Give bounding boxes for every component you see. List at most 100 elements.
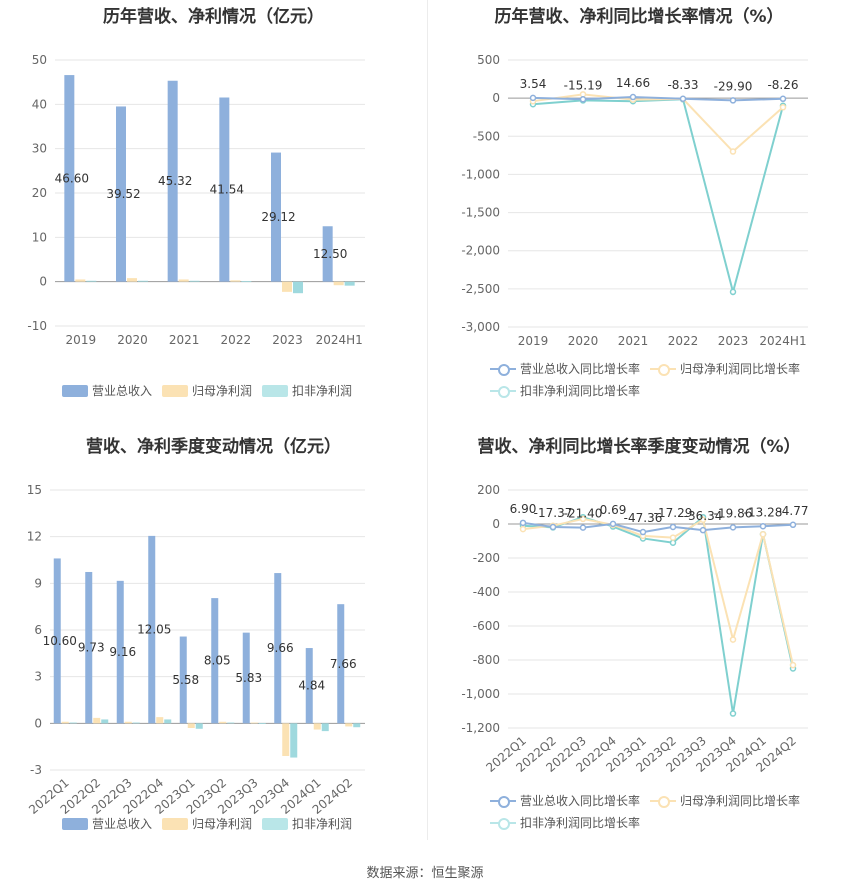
data-label: -21.40 [564,507,603,521]
quarterly-growth-rate-panel: 营收、净利同比增长率季度变动情况（%） 200 0 -200 -400 -600 -800… [428,430,850,840]
y-tick-label: 500 [477,53,500,67]
bar [227,722,235,724]
bar [230,280,241,282]
data-point [729,148,737,155]
data-label: 7.66 [330,657,357,671]
bar [219,721,227,724]
bar [333,281,344,286]
data-point [579,515,587,523]
legend-item-deducted-net-profit-growth[interactable]: 扣非净利润同比增长率 [490,382,640,399]
data-point [629,93,637,101]
data-label: -47.36 [624,511,663,525]
bar [271,152,281,282]
legend-item-net-profit[interactable]: 归母净利润 [162,815,252,832]
y-tick-label: -10 [27,319,47,333]
bar [321,723,329,732]
y-tick-label: -3,000 [461,320,500,334]
bar [344,281,355,286]
legend-swatch [262,818,288,830]
y-tick-label: 6 [34,623,42,637]
series-line [522,515,794,714]
data-label: -8.33 [667,78,698,92]
data-label: 9.16 [109,645,136,659]
data-point [779,104,787,111]
bar [116,106,126,282]
data-label: 9.73 [78,641,105,655]
y-tick-label: 9 [34,576,42,590]
data-label: 12.05 [137,623,171,637]
data-label: -29.90 [714,79,753,93]
legend: 营业总收入同比增长率 归母净利润同比增长率 扣非净利润同比增长率 [428,792,850,836]
legend-item-revenue[interactable]: 营业总收入 [62,815,152,832]
legend-label: 归母净利润 [192,817,253,831]
bar [75,279,86,282]
data-point [579,524,587,531]
bar [187,723,195,728]
bar [101,719,109,724]
bar [132,722,140,724]
legend-item-net-profit-growth[interactable]: 归母净利润同比增长率 [650,792,800,809]
bar [282,281,292,292]
data-label: 9.66 [267,641,294,655]
y-tick-label: 20 [32,186,47,200]
bar [138,280,148,282]
bar [195,723,203,729]
bar [274,573,282,724]
series-line [522,517,794,666]
x-tick-label: 2021 [169,333,200,347]
bar [313,723,321,730]
legend-swatch [490,363,516,376]
bar [305,648,313,724]
bar [61,721,69,724]
annual-line-chart: 500 0 -500 -1,000 -1,500 -2,000 -2,500 -3,000 20… [461,53,808,348]
data-point [609,520,617,528]
legend-item-revenue[interactable]: 营业总收入 [62,382,152,399]
legend-item-deducted-net-profit[interactable]: 扣非净利润 [262,382,352,399]
data-label: -19.86 [714,506,753,520]
data-point [529,94,537,102]
legend-item-deducted-net-profit-growth[interactable]: 扣非净利润同比增长率 [490,814,640,831]
legend-item-net-profit-growth[interactable]: 归母净利润同比增长率 [650,360,800,377]
data-point [729,636,737,643]
legend-swatch [162,385,188,397]
y-tick-label: 15 [27,483,42,497]
chart-title: 历年营收、净利情况（亿元） [103,7,324,27]
data-label: -13.28 [744,505,783,519]
y-tick-label: 0 [39,275,47,289]
x-tick-label: 2023 [718,334,749,348]
legend-item-revenue-growth[interactable]: 营业总收入同比增长率 [490,360,640,377]
data-label: 41.54 [210,183,244,197]
legend-swatch [650,795,676,808]
series-line [522,521,794,534]
annual-bar-chart: 50 40 30 20 10 0 -10 2019 46.60 2020 39.52 2021 45.3… [27,53,365,347]
series-line [532,98,784,296]
legend-label: 归母净利润同比增长率 [680,794,801,808]
data-label: -17.29 [654,506,693,520]
y-tick-label: -800 [473,653,500,667]
data-label: 4.84 [298,679,325,693]
quarterly-revenue-profit-panel: 营收、净利季度变动情况（亿元） 15 12 9 6 3 0 -3 2022Q1 10.60 202… [0,430,427,840]
legend-item-net-profit[interactable]: 归母净利润 [162,382,252,399]
legend-item-deducted-net-profit[interactable]: 扣非净利润 [262,815,352,832]
data-label: 39.52 [106,187,140,201]
bar [53,558,61,724]
legend: 营业总收入 归母净利润 扣非净利润 [0,815,427,835]
quarterly-line-chart: 2000-200-400-600-800-1,000-1,2002022Q120… [461,483,808,775]
y-tick-label: 0 [34,716,42,730]
data-label: 29.12 [261,210,295,224]
y-tick-label: 3 [34,670,42,684]
y-tick-label: -2,000 [461,244,500,258]
legend-item-revenue-growth[interactable]: 营业总收入同比增长率 [490,792,640,809]
data-point [789,521,797,529]
bar [242,632,250,724]
x-tick-label: 2024H1 [759,334,806,348]
y-tick-label: 50 [32,53,47,67]
bar [85,571,93,724]
bar [211,598,219,724]
y-tick-label: 0 [492,91,500,105]
legend-label: 扣非净利润 [292,384,353,398]
data-label: -36.34 [684,509,723,523]
annual-growth-rate-panel: 历年营收、净利同比增长率情况（%） 500 0 -500 -1,000 -1,500 -2… [428,0,850,410]
data-label: -17.37 [534,506,573,520]
y-tick-label: 10 [32,230,47,244]
